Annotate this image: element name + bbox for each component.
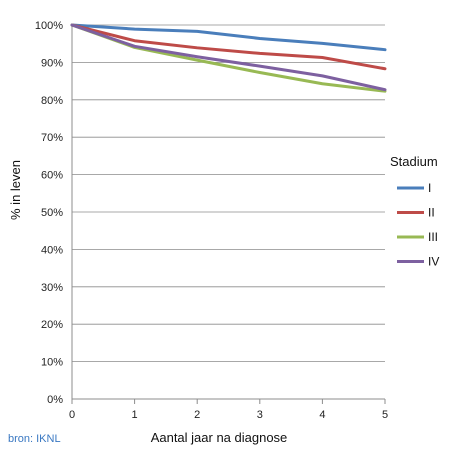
legend-label-ii: II [428,206,435,220]
y-tick-label: 0% [47,394,63,406]
x-tick-labels: 0 1 2 3 4 5 [69,409,388,421]
y-tick-label: 90% [41,57,63,69]
legend-title: Stadium [390,154,438,169]
gridlines [72,24,385,363]
x-tick-label: 5 [382,409,388,421]
series-line-iv [70,23,387,92]
legend-label-iv: IV [428,255,439,269]
y-tick-label: 40% [41,244,63,256]
legend-label-i: I [428,181,431,195]
y-tick-label: 100% [35,20,63,32]
x-tick-label: 0 [69,409,75,421]
y-tick-label: 10% [41,357,63,369]
x-tick-label: 1 [132,409,138,421]
x-tick-label: 3 [257,409,263,421]
x-tick-label: 4 [319,409,325,421]
y-tick-label: 30% [41,282,63,294]
y-tick-label: 50% [41,207,63,219]
y-tick-label: 20% [41,319,63,331]
y-tick-label: 70% [41,132,63,144]
source-note: bron: IKNL [8,433,61,445]
x-axis-label: Aantal jaar na diagnose [151,430,288,445]
y-tick-labels: 0% 10% 20% 30% 40% 50% 60% 70% 80% 90% 100% [35,20,63,406]
axes [71,25,386,404]
x-tick-label: 2 [194,409,200,421]
y-tick-label: 60% [41,170,63,182]
series-lines [70,23,387,93]
series-line-ii [70,23,387,71]
y-tick-label: 80% [41,95,63,107]
series-line-i [70,23,387,52]
legend-label-iii: III [428,230,438,244]
y-axis-label: % in leven [8,160,23,220]
